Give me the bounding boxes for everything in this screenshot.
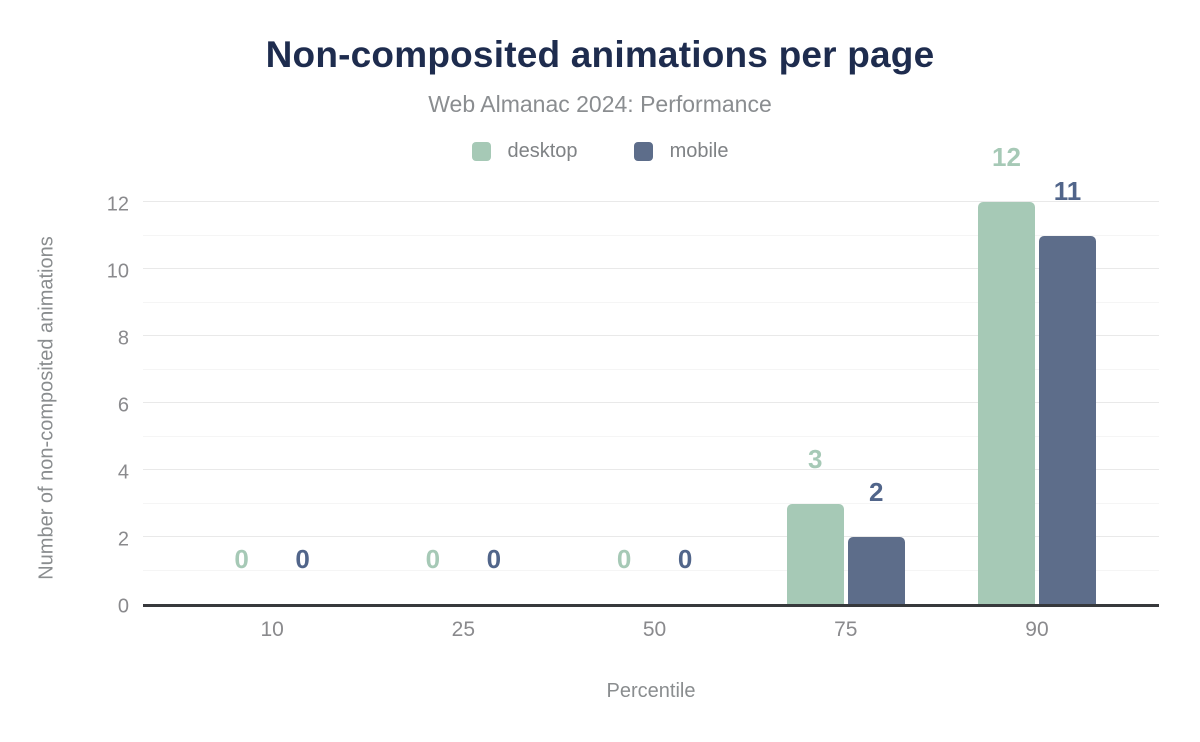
legend-swatch-mobile — [633, 142, 653, 161]
bar-value-label-desktop-p10: 0 — [234, 544, 249, 574]
bar-value-label-mobile-p75: 2 — [869, 477, 884, 507]
bar-wrap-desktop: 3 — [786, 446, 844, 604]
legend: desktop mobile — [0, 140, 1200, 163]
bar-wrap-desktop: 12 — [977, 144, 1035, 604]
bar-group-p90: 12 11 90 — [977, 144, 1096, 641]
legend-item-mobile[interactable]: mobile — [633, 140, 729, 163]
y-axis-tick-label: 0 — [117, 595, 129, 618]
y-axis-tick-label: 10 — [106, 260, 129, 283]
bar-desktop-p90[interactable] — [977, 202, 1035, 604]
gridline-y10 — [143, 268, 1159, 269]
y-axis-tick-label: 8 — [117, 327, 129, 350]
y-axis-title: Number of non-composited animations — [35, 236, 58, 580]
y-axis-tick-label: 2 — [117, 528, 129, 551]
gridline-y3 — [143, 502, 1159, 504]
gridline-y7 — [143, 368, 1159, 370]
chart-title: Non-composited animations per page — [265, 34, 935, 75]
bar-wrap-mobile: 11 — [1038, 178, 1096, 604]
bar-value-label-desktop-p75: 3 — [808, 443, 823, 474]
gridline-y6 — [143, 402, 1159, 403]
plot-area: 0 2 4 6 8 10 12 0 0 10 0 0 25 0 0 50 3 2 75 12 11 90 — [107, 144, 1159, 641]
bar-value-label-mobile-p25: 0 — [486, 544, 502, 574]
x-axis-tick-label-p90: 90 — [1025, 618, 1049, 641]
bar-value-label-desktop-p25: 0 — [425, 544, 441, 574]
gridline-y5 — [143, 435, 1159, 437]
legend-label-desktop: desktop — [507, 140, 578, 162]
gridline-y2 — [143, 536, 1159, 537]
bar-mobile-p90[interactable] — [1038, 235, 1096, 604]
bar-value-label-mobile-p90: 11 — [1053, 175, 1082, 206]
legend-item-desktop[interactable]: desktop — [471, 140, 578, 163]
y-axis-tick-label: 4 — [117, 461, 129, 484]
bar-mobile-p75[interactable] — [847, 537, 905, 604]
x-axis-tick-label-p75: 75 — [834, 618, 858, 641]
x-axis-tick-label-p25: 25 — [451, 618, 476, 641]
bar-value-label-desktop-p50: 0 — [616, 544, 632, 574]
bar-group-p75: 3 2 75 — [786, 446, 905, 641]
x-axis-tick-label-p10: 10 — [260, 618, 284, 641]
gridline-y1 — [143, 569, 1159, 571]
legend-swatch-desktop — [471, 142, 491, 161]
bar-wrap-mobile: 2 — [847, 479, 905, 604]
bar-value-label-desktop-p90: 12 — [992, 142, 1021, 172]
y-axis-tick-label: 12 — [106, 193, 129, 216]
gridline-y4 — [143, 469, 1159, 470]
chart-subtitle: Web Almanac 2024: Performance — [428, 91, 772, 117]
y-axis-tick-label: 6 — [117, 394, 129, 417]
gridline-y8 — [143, 335, 1159, 336]
x-axis-tick-label-p50: 50 — [642, 618, 667, 641]
bar-value-label-mobile-p50: 0 — [677, 544, 693, 574]
gridline-y12 — [143, 201, 1159, 202]
x-axis-title: Percentile — [606, 680, 696, 702]
legend-label-mobile: mobile — [669, 140, 729, 162]
bar-value-label-mobile-p10: 0 — [295, 544, 310, 574]
gridline-y11 — [143, 234, 1159, 236]
bar-desktop-p75[interactable] — [786, 503, 844, 604]
gridline-y9 — [143, 301, 1159, 303]
